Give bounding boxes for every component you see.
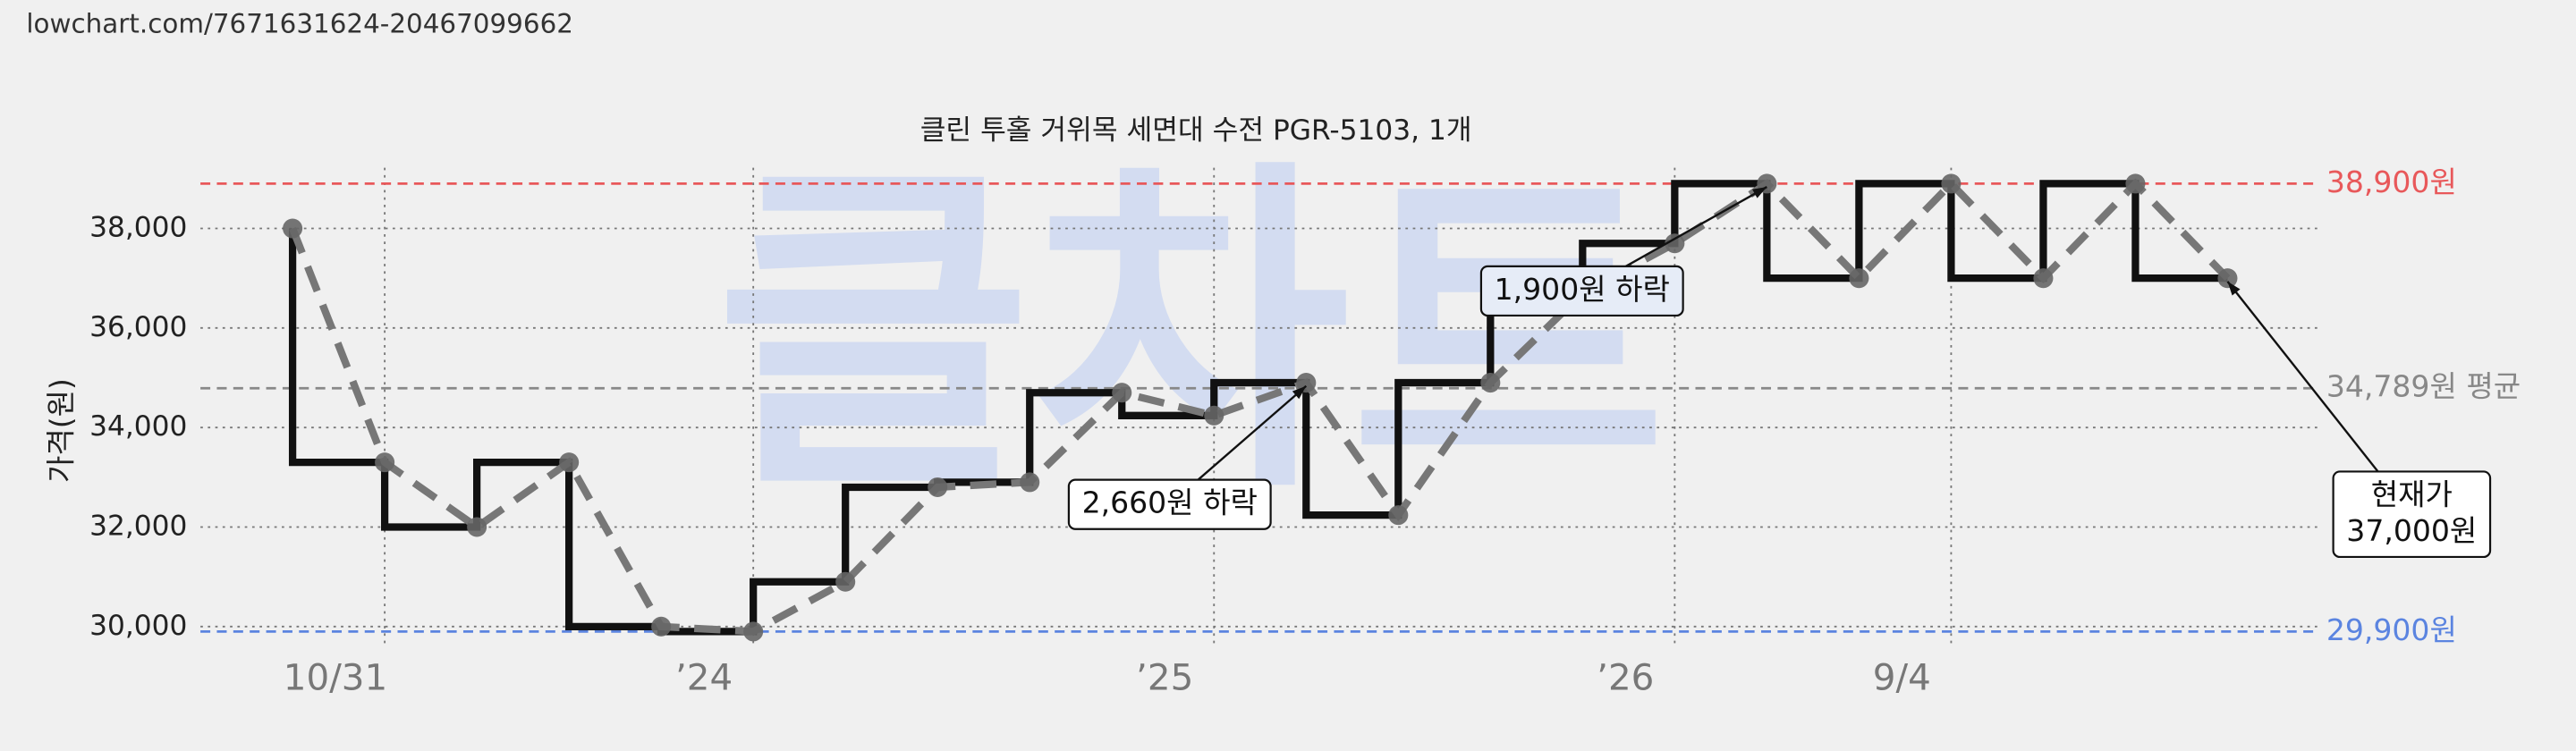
- annotation-text: 1,900원 하락: [1495, 272, 1670, 307]
- source-url: lowchart.com/7671631624-20467099662: [26, 8, 573, 38]
- step-line: [288, 180, 2228, 636]
- arrow-head: [1752, 187, 1767, 198]
- data-point: [2217, 268, 2238, 289]
- arrow-head: [2227, 281, 2241, 296]
- data-point: [1020, 472, 1040, 493]
- annotation: 1,900원 하락: [1479, 186, 1767, 317]
- data-point: [283, 218, 303, 239]
- annotation-text: 2,660원 하락: [1082, 485, 1258, 520]
- x-tick-label: 10/31: [284, 656, 387, 699]
- reference-label: 29,900원: [2326, 612, 2457, 647]
- data-point: [1480, 373, 1501, 393]
- annotation-box: [2332, 470, 2492, 559]
- annotation: 2,660원 하락: [1067, 384, 1308, 530]
- data-point: [559, 452, 580, 473]
- x-tick-label: 9/4: [1873, 656, 1931, 699]
- annotation-text: 현재가: [2371, 477, 2453, 512]
- x-tick-label: ’25: [1136, 656, 1193, 699]
- y-tick-label: 38,000: [89, 212, 187, 244]
- trend-line: [289, 178, 2231, 636]
- y-tick-label: 36,000: [89, 311, 187, 343]
- y-tick-label: 30,000: [89, 610, 187, 642]
- data-point: [1204, 405, 1224, 426]
- data-point: [1941, 173, 1962, 194]
- data-point: [2033, 268, 2054, 289]
- data-point: [928, 477, 948, 497]
- data-point: [743, 621, 764, 642]
- chart-title: 클린 투홀 거위목 세면대 수전 PGR-5103, 1개: [920, 114, 1472, 147]
- y-tick-label: 32,000: [89, 510, 187, 542]
- y-tick-label: 34,000: [89, 410, 187, 443]
- x-tick-label: ’24: [675, 656, 733, 699]
- reference-label: 38,900원: [2326, 165, 2457, 199]
- data-point: [1388, 505, 1409, 526]
- data-point: [1296, 373, 1317, 393]
- annotation-text: 37,000원: [2346, 513, 2477, 548]
- data-point: [835, 571, 856, 592]
- y-axis-label: 가격(원): [43, 378, 78, 483]
- arrow-head: [1292, 385, 1307, 400]
- annotation-box: [1479, 265, 1684, 317]
- data-point: [2125, 173, 2146, 194]
- data-point: [1665, 233, 1685, 254]
- data-point: [1112, 383, 1132, 403]
- data-point: [467, 517, 487, 537]
- data-point: [1849, 268, 1869, 289]
- annotation-box: [1067, 478, 1272, 530]
- watermark: 클차트: [715, 132, 1667, 534]
- x-tick-label: ’26: [1597, 656, 1654, 699]
- data-point: [375, 452, 395, 473]
- reference-label: 34,789원 평균: [2326, 369, 2521, 404]
- data-point: [651, 616, 672, 637]
